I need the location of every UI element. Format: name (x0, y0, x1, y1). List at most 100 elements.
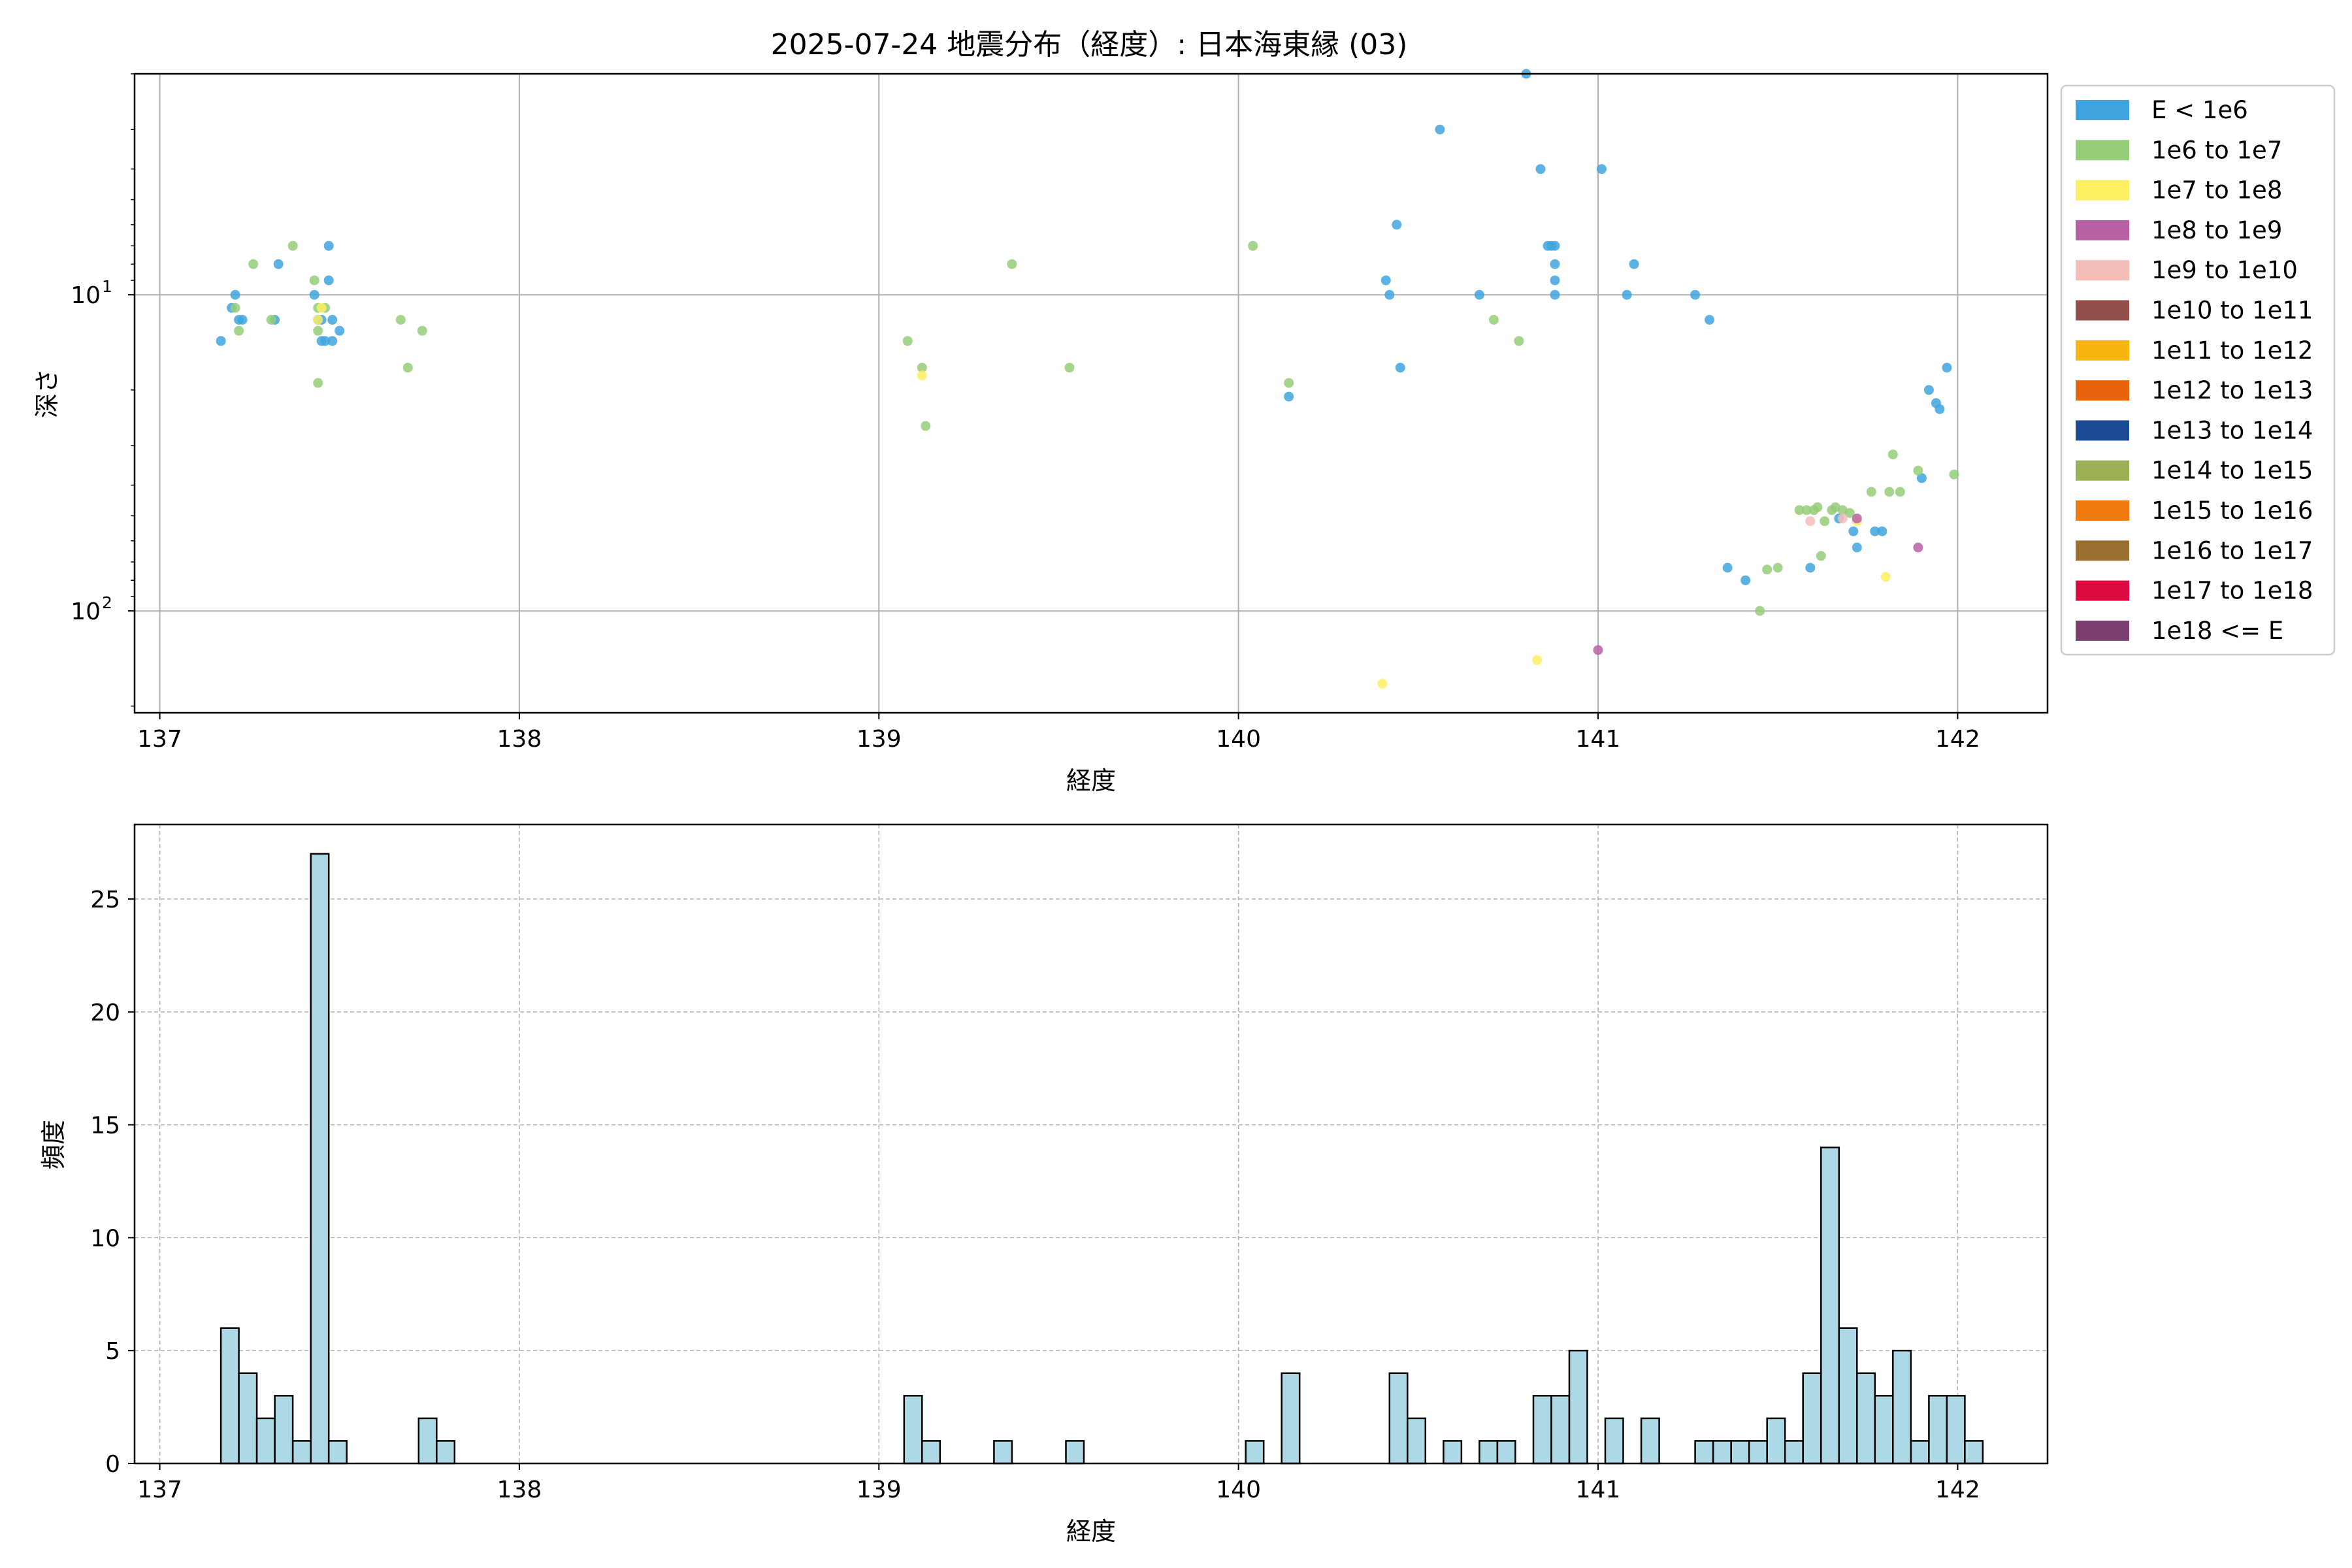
scatter-point (1550, 259, 1560, 269)
scatter-point (1380, 275, 1391, 286)
scatter-y-tick-label: 10 (71, 598, 101, 625)
scatter-points (216, 69, 1959, 689)
scatter-y-tick-label: 10 (71, 282, 101, 309)
scatter-point (1597, 164, 1607, 174)
scatter-point (1532, 655, 1542, 665)
histogram-y-axis-label: 頻度 (39, 1120, 68, 1169)
legend-label: 1e15 to 1e16 (2151, 497, 2313, 525)
histogram-y-tick-label: 20 (90, 1000, 120, 1026)
scatter-point (1395, 363, 1405, 373)
legend-swatch (2076, 460, 2129, 481)
histogram-bar (255, 1417, 276, 1465)
histogram-bar (1550, 1395, 1571, 1465)
histogram-bar (238, 1372, 258, 1465)
legend-label: 1e16 to 1e17 (2151, 536, 2313, 564)
histogram-bar (220, 1327, 240, 1465)
scatter-point (1474, 289, 1484, 300)
legend-swatch (2076, 420, 2129, 441)
histogram-bar (310, 853, 330, 1465)
legend-label: 1e17 to 1e18 (2151, 577, 2313, 605)
scatter-point (1550, 289, 1560, 300)
scatter-point (1913, 542, 1923, 553)
legend-label: E < 1e6 (2151, 96, 2248, 124)
scatter-point (1755, 606, 1765, 616)
histogram-x-tick-label: 140 (1216, 1477, 1261, 1503)
histogram-bar (1802, 1372, 1822, 1465)
histogram-x-tick-label: 137 (137, 1477, 182, 1503)
histogram-x-tick-label: 141 (1576, 1477, 1621, 1503)
scatter-point (395, 315, 406, 325)
scatter-point (309, 275, 319, 286)
scatter-point (1837, 514, 1848, 524)
histogram-bar (1388, 1372, 1409, 1465)
scatter-point (1916, 473, 1927, 483)
histogram-y-tick-label: 15 (90, 1113, 120, 1139)
scatter-point (1740, 575, 1751, 585)
histogram-bar (291, 1440, 312, 1465)
histogram-bar (1281, 1372, 1301, 1465)
legend-label: 1e6 to 1e7 (2151, 136, 2282, 164)
scatter-point (1816, 551, 1826, 561)
histogram-bar (417, 1417, 438, 1465)
scatter-point (1772, 563, 1783, 573)
histogram-bar (903, 1395, 923, 1465)
histogram-bar (1478, 1440, 1499, 1465)
histogram-bar (1946, 1395, 1966, 1465)
legend-swatch (2076, 500, 2129, 521)
histogram-bar (1065, 1440, 1085, 1465)
scatter-point (1812, 502, 1823, 512)
histogram-y-tick-label: 5 (105, 1338, 120, 1365)
scatter-point (1377, 679, 1388, 689)
scatter-point (323, 275, 334, 286)
scatter-x-tick-label: 141 (1576, 726, 1621, 753)
histogram-bar (1874, 1395, 1894, 1465)
scatter-point (1913, 465, 1923, 476)
histogram-bar (921, 1440, 941, 1465)
scatter-point (313, 325, 323, 336)
legend-swatch (2076, 580, 2129, 601)
histogram-bar (1748, 1440, 1768, 1465)
scatter-point (1284, 378, 1294, 388)
scatter-point (335, 325, 345, 336)
histogram-bar (1568, 1349, 1588, 1465)
histogram-bar (1640, 1417, 1660, 1465)
histogram-bar (1838, 1327, 1858, 1465)
legend-swatch (2076, 540, 2129, 561)
scatter-point (1435, 124, 1445, 135)
scatter-point (1852, 542, 1862, 553)
scatter-point (273, 259, 284, 269)
scatter-x-tick-label: 142 (1935, 726, 1980, 753)
scatter-panel: 2025-07-24 地震分布（経度）: 日本海東縁 (03) 137 138 13… (33, 28, 2336, 795)
legend-label: 1e13 to 1e14 (2151, 416, 2313, 444)
scatter-point (1942, 363, 1952, 373)
scatter-point (237, 315, 248, 325)
scatter-point (316, 302, 327, 313)
scatter-point (1248, 240, 1258, 251)
scatter-point (1895, 487, 1905, 497)
histogram-bar (1820, 1146, 1840, 1465)
histogram-bar (1532, 1395, 1552, 1465)
histogram-bar (1407, 1417, 1427, 1465)
scatter-y-tick-exponent: 1 (102, 277, 112, 296)
scatter-point (1870, 526, 1880, 536)
histogram-x-tick-label: 138 (497, 1477, 542, 1503)
histogram-y-tick-label: 25 (90, 887, 120, 913)
scatter-axes-frame (133, 73, 2049, 714)
scatter-point (234, 325, 244, 336)
legend-label: 1e12 to 1e13 (2151, 376, 2313, 404)
histogram-bar (436, 1440, 456, 1465)
scatter-point (1007, 259, 1017, 269)
histogram-bar (993, 1440, 1013, 1465)
histogram-bar (1892, 1349, 1912, 1465)
scatter-point (417, 325, 427, 336)
scatter-point (1384, 289, 1395, 300)
scatter-point (1805, 563, 1816, 573)
histogram-bar (1784, 1440, 1804, 1465)
legend-label: 1e8 to 1e9 (2151, 216, 2282, 244)
scatter-point (1488, 315, 1499, 325)
scatter-y-tick-exponent: 2 (102, 593, 112, 612)
scatter-point (323, 240, 334, 251)
legend-swatch (2076, 180, 2129, 201)
scatter-point (313, 378, 323, 388)
scatter-point (1622, 289, 1632, 300)
